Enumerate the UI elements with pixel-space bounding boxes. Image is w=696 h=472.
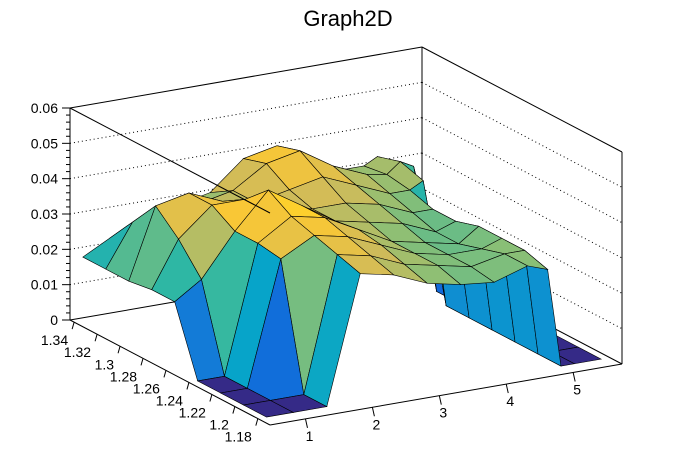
x-tick-label: 1 <box>306 428 314 444</box>
x-tick <box>371 407 375 417</box>
x-tick <box>304 418 308 428</box>
y-tick <box>232 406 236 414</box>
y-tick-label: 1.18 <box>225 429 252 445</box>
y-tick-label: 1.28 <box>110 368 137 384</box>
x-axis-line <box>269 363 623 426</box>
y-tick <box>186 382 190 390</box>
x-tick <box>438 395 442 405</box>
z-tick-label: 0.03 <box>31 206 58 222</box>
y-tick-label: 1.26 <box>133 380 160 396</box>
y-tick-label: 1.2 <box>209 417 229 433</box>
y-axis-line <box>69 319 271 426</box>
y-tick <box>255 418 259 426</box>
y-tick-label: 1.3 <box>95 356 115 372</box>
x-tick <box>572 372 576 382</box>
y-tick <box>117 346 121 354</box>
z-tick-label: 0.05 <box>31 135 58 151</box>
chart-title: Graph2D <box>303 6 392 31</box>
surface-cell <box>242 400 295 418</box>
z-tick-label: 0.04 <box>31 171 58 187</box>
x-tick <box>505 383 509 394</box>
left-top-edge <box>69 107 271 214</box>
x-tick-label: 4 <box>506 393 514 409</box>
z-tick-label: 0.02 <box>31 241 58 257</box>
gridline-right <box>421 117 623 224</box>
y-tick <box>71 322 75 330</box>
z-tick-label: 0 <box>50 312 58 328</box>
frame-front-edges <box>69 107 271 214</box>
gridline-right <box>421 187 623 294</box>
x-tick-label: 5 <box>573 381 581 397</box>
right-top-edge <box>421 46 623 153</box>
gridline-back <box>69 81 423 144</box>
x-tick-label: 2 <box>372 416 380 432</box>
y-tick-label: 1.24 <box>156 392 183 408</box>
gridline-right <box>421 152 623 259</box>
gridline-right <box>421 81 623 188</box>
back-top-edge <box>69 46 423 109</box>
axes: 0 0.01 0.02 0.03 0.04 0.05 0.06 1.181.21.221.24… <box>31 100 623 445</box>
y-tick-label: 1.32 <box>64 344 91 360</box>
y-tick <box>209 394 213 402</box>
y-tick-label: 1.22 <box>179 405 206 421</box>
z-tick-label: 0.01 <box>31 277 58 293</box>
y-tick <box>163 370 167 378</box>
y-tick-label: 1.34 <box>41 332 68 348</box>
x-tick-label: 3 <box>439 405 447 421</box>
z-tick-label: 0.06 <box>31 100 58 116</box>
y-tick <box>140 358 144 366</box>
surface <box>82 145 603 418</box>
y-tick <box>94 334 98 342</box>
